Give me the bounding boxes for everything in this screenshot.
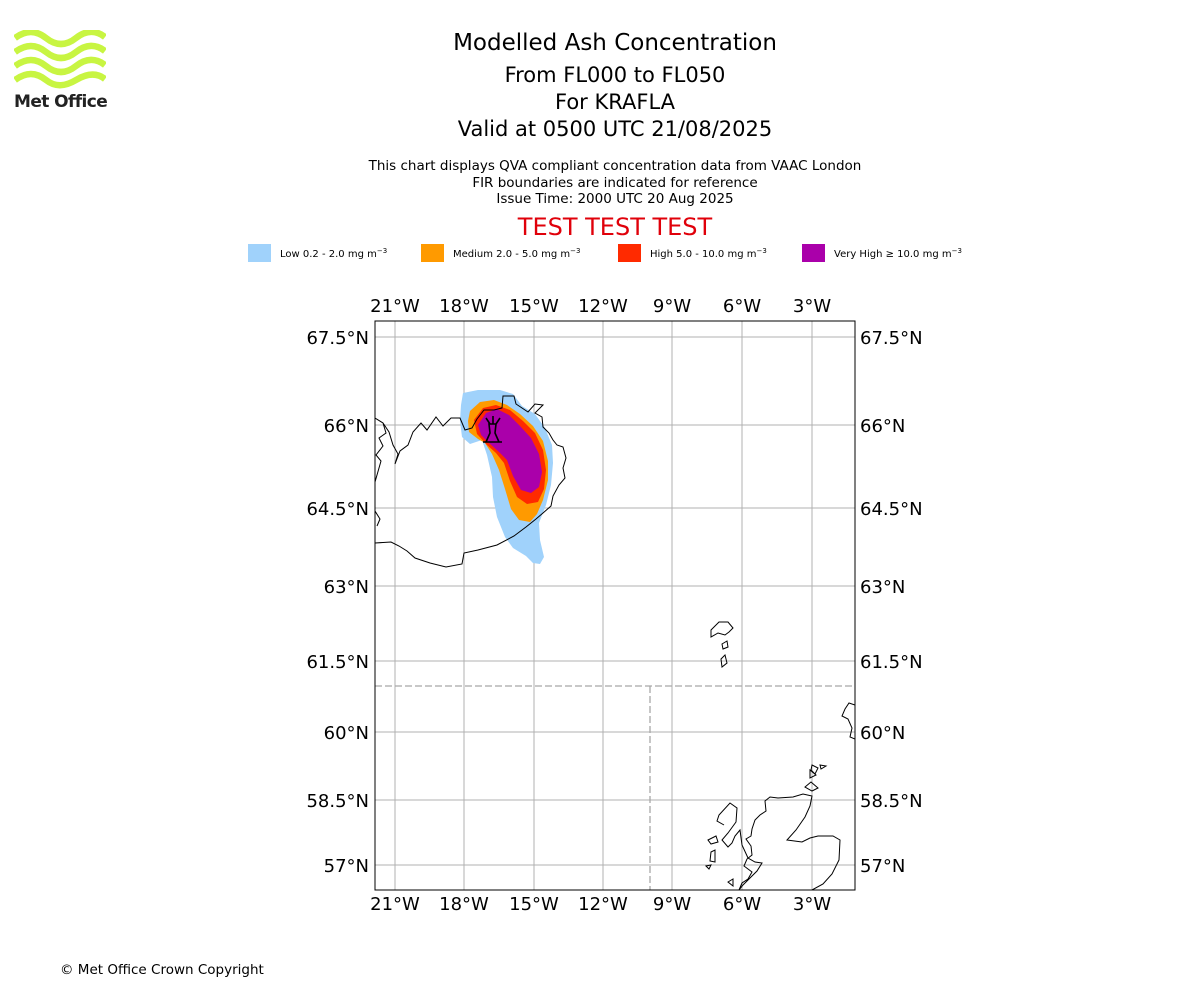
lon-label-bottom-12w: 12°W — [578, 894, 628, 915]
legend-unit-exponent: −3 — [951, 247, 962, 255]
lon-label-bottom-6w: 6°W — [723, 894, 761, 915]
lon-label-bottom-9w: 9°W — [653, 894, 691, 915]
chart-subtitle: This chart displays QVA compliant concen… — [0, 158, 1200, 208]
test-banner: TEST TEST TEST — [517, 213, 713, 241]
legend-swatch-high — [618, 244, 641, 262]
legend-unit-exponent: −3 — [570, 247, 581, 255]
legend-label-very-high: Very High ≥ 10.0 mg m — [834, 249, 952, 260]
lat-label-right-67-5n: 67.5°N — [860, 328, 923, 349]
met-office-waves-icon — [13, 28, 107, 89]
lat-label-left-63n: 63°N — [324, 577, 369, 598]
flight-level-range: From FL000 to FL050 — [504, 63, 726, 87]
lon-labels-top: 21°W 18°W 15°W 12°W 9°W 6°W 3°W — [370, 296, 831, 317]
map-gridlines — [375, 321, 855, 890]
lon-label-top-18w: 18°W — [439, 296, 489, 317]
met-office-logo: Met Office — [13, 28, 109, 112]
lat-labels-left: 67.5°N 66°N 64.5°N 63°N 61.5°N 60°N 58.5… — [306, 328, 369, 877]
hebrides-outline-3 — [704, 864, 734, 888]
lon-label-top-3w: 3°W — [793, 296, 831, 317]
lon-label-bottom-15w: 15°W — [509, 894, 559, 915]
legend-label-high: High 5.0 - 10.0 mg m — [650, 249, 757, 260]
subtitle-line-2: FIR boundaries are indicated for referen… — [472, 174, 758, 191]
valid-time: Valid at 0500 UTC 21/08/2025 — [457, 117, 773, 141]
legend-unit-exponent: −3 — [756, 247, 767, 255]
lon-label-bottom-21w: 21°W — [370, 894, 420, 915]
lon-label-top-9w: 9°W — [653, 296, 691, 317]
lat-label-right-60n: 60°N — [860, 723, 905, 744]
map-frame — [374, 320, 856, 891]
faroe-islands-outline-2 — [721, 640, 729, 650]
legend-unit-exponent: −3 — [376, 247, 388, 255]
scotland-coastline — [716, 793, 855, 890]
lat-label-right-63n: 63°N — [860, 577, 905, 598]
legend-label-medium: Medium 2.0 - 5.0 mg m — [453, 249, 571, 260]
faroe-islands-outline-1 — [710, 621, 734, 638]
chart-title: Modelled Ash Concentration — [453, 30, 777, 56]
shetland-outline — [810, 764, 828, 775]
lat-label-left-58-5n: 58.5°N — [306, 791, 369, 812]
legend-swatch-low — [248, 244, 271, 262]
norway-coastline — [841, 702, 855, 740]
lon-label-top-6w: 6°W — [723, 296, 761, 317]
legend-label-low: Low 0.2 - 2.0 mg m — [280, 249, 377, 260]
issue-time: Issue Time: 2000 UTC 20 Aug 2025 — [496, 191, 734, 207]
volcano-symbol-icon — [483, 416, 502, 443]
lat-labels-right: 67.5°N 66°N 64.5°N 63°N 61.5°N 60°N 58.5… — [860, 328, 923, 877]
lon-label-top-21w: 21°W — [370, 296, 420, 317]
lon-labels-bottom: 21°W 18°W 15°W 12°W 9°W 6°W 3°W — [370, 894, 831, 915]
faroe-islands-outline-3 — [720, 654, 728, 668]
lat-label-left-61-5n: 61.5°N — [306, 652, 369, 673]
lat-label-left-64-5n: 64.5°N — [306, 499, 369, 520]
lat-label-left-57n: 57°N — [324, 856, 369, 877]
ash-area-very-high — [478, 409, 542, 493]
legend-swatch-very-high — [802, 244, 825, 262]
lat-label-right-61-5n: 61.5°N — [860, 652, 923, 673]
lat-label-right-66n: 66°N — [860, 416, 905, 437]
lat-label-left-66n: 66°N — [324, 416, 369, 437]
lon-label-top-15w: 15°W — [509, 296, 559, 317]
hebrides-outline-1 — [707, 835, 719, 845]
lat-label-right-57n: 57°N — [860, 856, 905, 877]
lon-label-bottom-18w: 18°W — [439, 894, 489, 915]
lon-label-bottom-3w: 3°W — [793, 894, 831, 915]
lon-label-top-12w: 12°W — [578, 296, 628, 317]
lat-label-left-67-5n: 67.5°N — [306, 328, 369, 349]
hebrides-outline-2 — [709, 849, 716, 863]
fir-boundaries — [375, 685, 855, 890]
logo-wordmark: Met Office — [14, 92, 108, 112]
lat-label-right-64-5n: 64.5°N — [860, 499, 923, 520]
lat-label-left-60n: 60°N — [324, 723, 369, 744]
legend-swatch-medium — [421, 244, 444, 262]
volcano-name: For KRAFLA — [555, 90, 675, 114]
lat-label-right-58-5n: 58.5°N — [860, 791, 923, 812]
copyright-notice: © Met Office Crown Copyright — [60, 962, 264, 978]
coastlines — [375, 395, 855, 890]
iceland-coastline — [375, 395, 567, 568]
subtitle-line-1: This chart displays QVA compliant concen… — [368, 158, 862, 174]
